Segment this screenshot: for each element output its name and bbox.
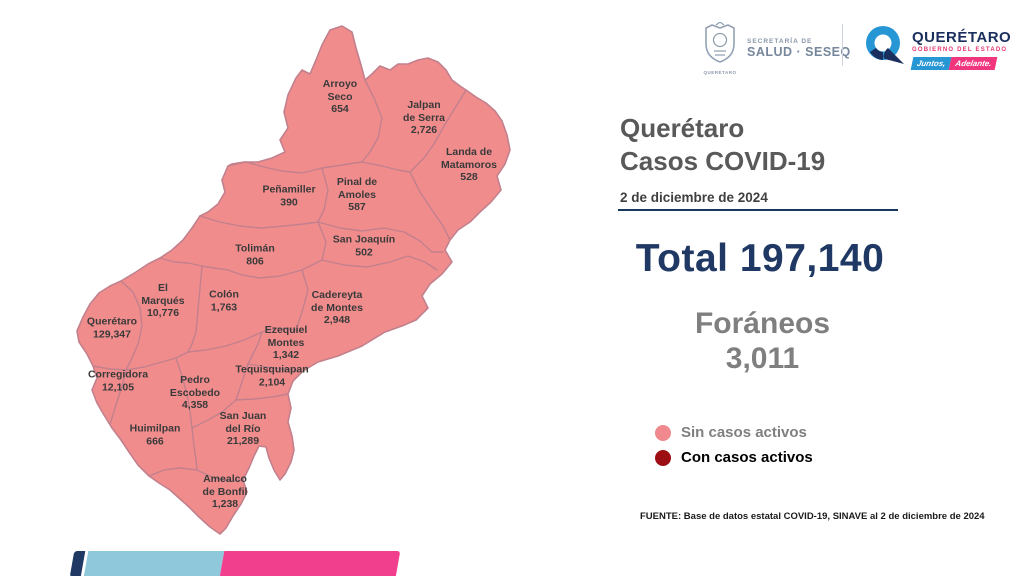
seseq-logo-line2: SALUD · SESEQ — [747, 45, 851, 59]
page-title-line1: Querétaro — [620, 113, 745, 143]
queretaro-q-icon — [866, 26, 904, 64]
legend-row-sin-casos: Sin casos activos — [655, 420, 813, 445]
badge-adelante: Adelante. — [949, 57, 998, 70]
seseq-crest: QUERÉTARO — [700, 21, 740, 75]
juntos-adelante-badge: Juntos, Adelante. — [910, 57, 998, 70]
logo-divider — [842, 24, 843, 66]
municipality-borders — [92, 79, 467, 482]
footer-bar-pink-segment — [219, 551, 401, 576]
report-date: 2 de diciembre de 2024 — [620, 190, 768, 205]
queretaro-gobierno-logo: QUERÉTARO GOBIERNO DEL ESTADO Juntos, Ad… — [862, 22, 1011, 70]
legend-row-con-casos: Con casos activos — [655, 445, 813, 470]
total-label: Total — [635, 237, 729, 280]
legend-label-con-casos: Con casos activos — [681, 449, 813, 466]
source-note: FUENTE: Base de datos estatal COVID-19, … — [640, 511, 985, 522]
seseq-logo: QUERÉTARO SECRETARÍA DE SALUD · SESEQ — [700, 21, 851, 75]
queretaro-state-map — [76, 25, 511, 535]
total-value: 197,140 — [739, 237, 885, 280]
queretaro-logo-text: QUERÉTARO GOBIERNO DEL ESTADO Juntos, Ad… — [910, 22, 1012, 70]
date-underline — [618, 209, 898, 211]
legend: Sin casos activos Con casos activos — [655, 420, 813, 470]
total-cases: Total 197,140 — [615, 237, 905, 281]
queretaro-logo-subtitle: GOBIERNO DEL ESTADO — [912, 47, 1008, 53]
page-title-line2: Casos COVID-19 — [620, 145, 826, 176]
state-outline — [76, 25, 511, 535]
queretaro-logo-name: QUERÉTARO — [912, 29, 1012, 46]
foraneos-block: Foráneos 3,011 — [640, 306, 885, 377]
legend-label-sin-casos: Sin casos activos — [681, 424, 807, 441]
badge-juntos: Juntos, — [910, 57, 952, 70]
legend-dot-sin-casos — [655, 424, 671, 441]
seseq-logo-text: SECRETARÍA DE SALUD · SESEQ — [747, 38, 851, 59]
foraneos-label: Foráneos — [694, 307, 831, 340]
footer-bar-navy-segment — [69, 551, 86, 576]
page-title: Querétaro Casos COVID-19 — [620, 112, 825, 177]
seseq-crest-caption: QUERÉTARO — [703, 70, 737, 75]
foraneos-value: 3,011 — [725, 342, 800, 376]
footer-decoration-bar — [69, 551, 401, 576]
seseq-logo-line1: SECRETARÍA DE — [747, 38, 813, 45]
footer-bar-blue-segment — [83, 551, 225, 576]
seseq-crest-icon — [705, 21, 735, 63]
legend-dot-con-casos — [655, 449, 671, 466]
